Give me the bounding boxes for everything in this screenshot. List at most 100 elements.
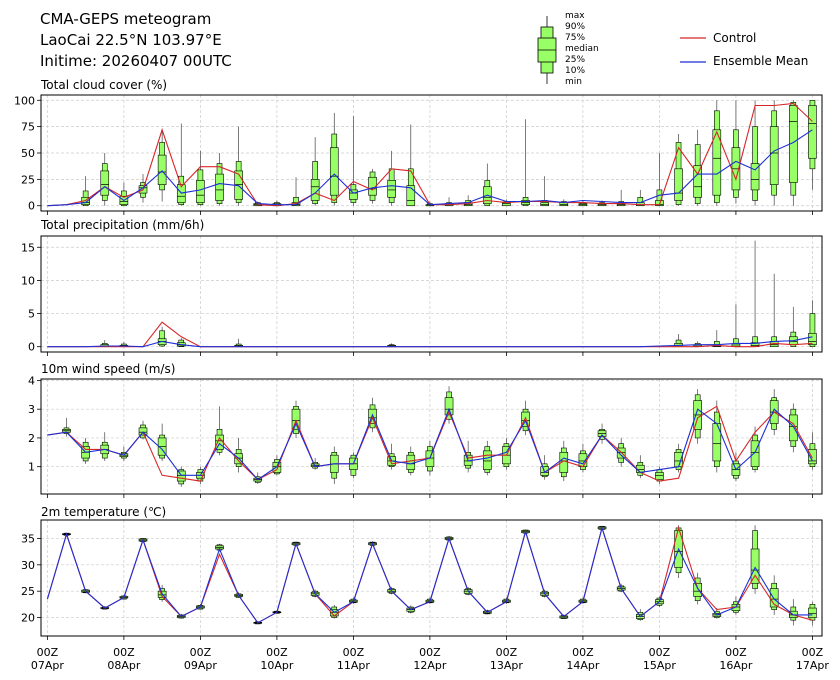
y-tick-label: 5 — [28, 308, 35, 321]
panel-title-wind: 10m wind speed (m/s) — [41, 362, 176, 376]
box-plot-15 — [329, 112, 339, 206]
box-plot-25 — [521, 119, 530, 207]
panel-2: 1 2 3 4 — [28, 374, 823, 498]
box-p25-p75 — [349, 189, 358, 200]
box-plot-36 — [731, 304, 741, 347]
y-tick-label: 0 — [28, 341, 35, 354]
panel-0: 0 25 50 75 100 — [14, 94, 823, 215]
box-plot-19 — [406, 124, 416, 207]
x-tick-label: 00Z 16Apr — [706, 646, 766, 672]
y-tick-label: 50 — [21, 147, 35, 160]
x-tick-label: 00Z 17Apr — [782, 646, 840, 672]
x-tick-label: 00Z 12Apr — [400, 646, 460, 672]
x-tick-label: 00Z 08Apr — [94, 646, 154, 672]
x-tick-label: 00Z 11Apr — [323, 646, 383, 672]
box-p25-p75 — [444, 397, 454, 416]
box-plot-36 — [731, 100, 741, 204]
y-tick-label: 4 — [28, 374, 35, 387]
x-tick-label-date: 07Apr — [30, 659, 64, 672]
box-plot-15 — [329, 446, 339, 484]
box-plot-40 — [808, 601, 817, 626]
box-plot-18 — [387, 150, 396, 206]
box-p25-p75 — [406, 185, 416, 207]
x-tick-label-date: 15Apr — [642, 659, 676, 672]
box-p25-p75 — [540, 202, 549, 207]
box-p10-p90 — [159, 330, 165, 347]
box-plot-3 — [100, 432, 110, 461]
box-plot-10 — [234, 126, 243, 206]
box-p25-p75 — [291, 408, 301, 430]
box-p25-p75 — [215, 173, 224, 201]
legend-key-median: median — [565, 44, 599, 54]
x-tick-label-date: 11Apr — [336, 659, 370, 672]
box-p25-p75 — [750, 548, 760, 584]
box-plot-13 — [291, 400, 301, 438]
box-p25-p75 — [406, 454, 416, 470]
box-p25-p75 — [808, 449, 817, 465]
y-tick-label: 100 — [14, 94, 35, 107]
box-p25-p75 — [769, 126, 779, 185]
panel-title-precip: Total precipitation (mm/6h) — [41, 218, 205, 232]
box-plot-10 — [234, 338, 243, 347]
box-plot-34 — [693, 341, 702, 347]
box-p25-p75 — [808, 607, 817, 618]
x-tick-label: 00Z 07Apr — [17, 646, 77, 672]
y-tick-label: 75 — [21, 121, 35, 134]
figure-title-line-2: LaoCai 22.5°N 103.97°E — [40, 31, 222, 49]
box-p25-p75 — [157, 154, 167, 185]
box-p25-p75 — [750, 163, 760, 191]
x-tick-label-date: 13Apr — [489, 659, 523, 672]
y-tick-label: 10 — [21, 274, 35, 287]
box-plot-1 — [62, 417, 71, 437]
x-tick-label-date: 09Apr — [183, 659, 217, 672]
box-plot-40 — [808, 300, 817, 347]
x-tick-label: 00Z 10Apr — [247, 646, 307, 672]
box-p25-p75 — [693, 582, 702, 597]
box-plot-2 — [81, 437, 90, 464]
box-plot-3 — [100, 153, 110, 206]
box-plot-37 — [750, 240, 760, 347]
box-plot-4 — [119, 182, 129, 207]
y-tick-label: 35 — [21, 532, 35, 545]
box-plot-37 — [750, 525, 760, 594]
y-tick-label: 3 — [28, 403, 35, 416]
box-p25-p75 — [310, 179, 320, 201]
x-tick-label-time: 00Z — [266, 646, 288, 659]
ensemble-mean-series-line — [47, 336, 813, 348]
box-plot-28 — [578, 443, 588, 473]
box-plot-23 — [482, 163, 492, 207]
x-tick-label-date: 16Apr — [719, 659, 753, 672]
box-plot-17 — [368, 168, 377, 204]
box-plot-6 — [157, 326, 167, 347]
x-tick-label-time: 00Z — [189, 646, 212, 659]
box-plot-8 — [196, 150, 205, 206]
ensemble-mean-series-line — [46, 525, 813, 624]
box-plot-4 — [119, 446, 129, 461]
box-p25-p75 — [482, 450, 492, 470]
x-tick-label-date: 10Apr — [260, 659, 294, 672]
box-p25-p75 — [655, 472, 664, 480]
box-p25-p75 — [789, 414, 798, 442]
y-tick-label: 1 — [28, 461, 35, 474]
box-plot-33 — [674, 134, 683, 206]
box-p25-p75 — [808, 333, 817, 346]
box-p25-p75 — [674, 168, 683, 201]
y-tick-label: 30 — [21, 559, 35, 572]
panel-title-temperature: 2m temperature (℃) — [41, 505, 167, 519]
legend-key-p75: 75% — [565, 33, 586, 43]
box-plot-21 — [444, 386, 454, 424]
x-tick-label-time: 00Z — [801, 646, 824, 659]
box-plot-37 — [750, 100, 760, 206]
box-plot-33 — [674, 525, 683, 578]
x-tick-label: 00Z 15Apr — [629, 646, 689, 672]
box-plot-26 — [540, 455, 549, 480]
box-p25-p75 — [329, 147, 339, 196]
x-tick-label: 00Z 09Apr — [170, 646, 230, 672]
x-tick-label-time: 00Z — [113, 646, 135, 659]
x-tick-label: 00Z 13Apr — [476, 646, 536, 672]
box-plot-14 — [310, 458, 320, 470]
box-plot-9 — [215, 153, 224, 206]
box-plot-31 — [635, 189, 645, 207]
figure-title-line-3: Initime: 20260407 00UTC — [40, 52, 232, 70]
